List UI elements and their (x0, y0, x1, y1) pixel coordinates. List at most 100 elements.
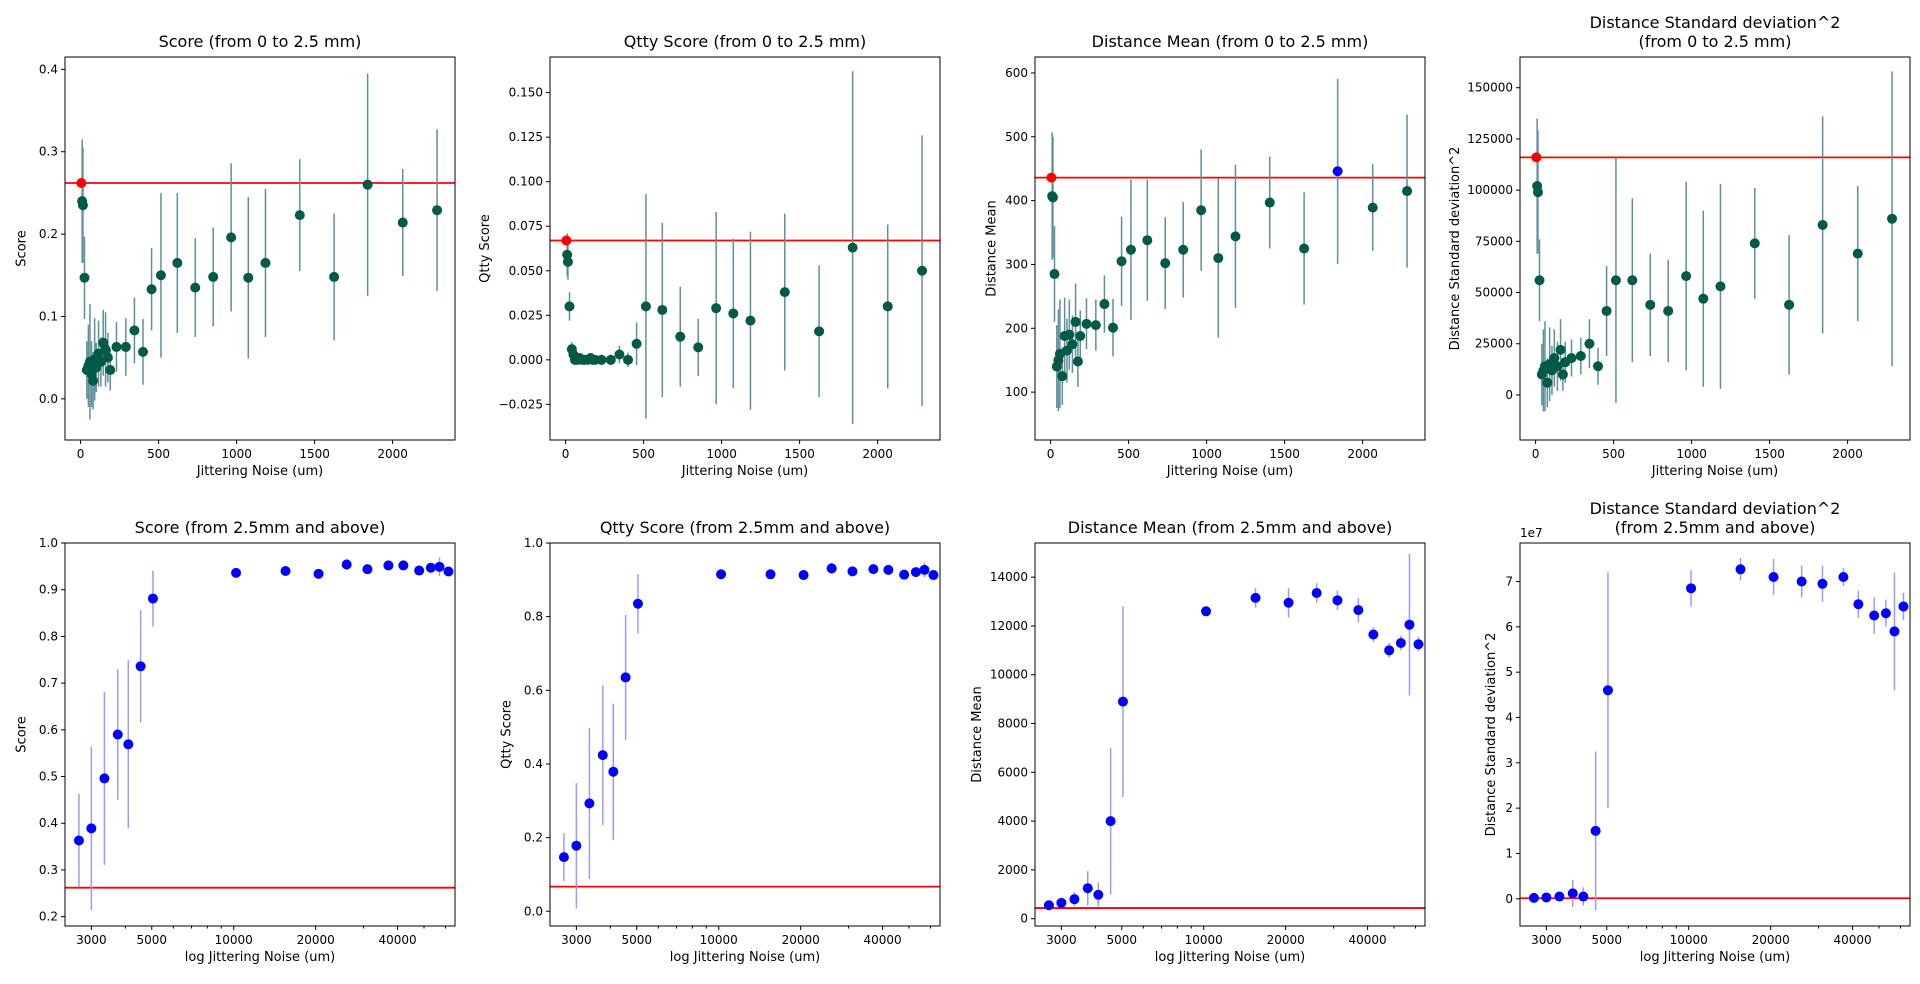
x-tick-label: 40000 (379, 933, 417, 947)
data-point (1332, 595, 1343, 606)
y-tick-label: 75000 (1475, 234, 1513, 248)
data-point (105, 364, 116, 375)
data-point (1070, 316, 1081, 327)
data-point (1043, 900, 1054, 911)
data-point (231, 567, 242, 578)
chart-title: Distance Standard deviation^2 (1590, 13, 1841, 32)
data-point (711, 303, 722, 314)
data-point (1049, 269, 1060, 280)
x-tick-label: 0 (562, 447, 570, 461)
subplot-5: 3000 5000 10000 20000 40000 0.2 0.3 0.4 0.5 0.6 0.… (14, 518, 456, 965)
y-tick-label: 0.150 (509, 86, 543, 100)
data-point (243, 272, 254, 283)
x-axis-label: log Jittering Noise (um) (1155, 950, 1305, 965)
chart-title: Score (from 0 to 2.5 mm) (159, 32, 362, 51)
y-tick-label: 0.2 (524, 831, 543, 845)
y-tick-label: 0 (1020, 912, 1028, 926)
y-tick-label: 1.0 (39, 536, 58, 550)
data-point (1768, 571, 1779, 582)
y-tick-label: 100000 (1467, 183, 1513, 197)
chart-title: Score (from 2.5mm and above) (135, 518, 386, 537)
axes-frame (1034, 56, 1426, 441)
x-tick-label: 2000 (1832, 447, 1863, 461)
y-tick-label: 0 (1505, 388, 1513, 402)
y-tick-label: 0.9 (39, 583, 58, 597)
data-point (1593, 361, 1603, 372)
data-point (129, 325, 140, 336)
x-tick-label: 1500 (784, 447, 815, 461)
x-tick-label: 500 (1117, 447, 1140, 461)
x-axis-label: Jittering Noise (um) (681, 464, 808, 479)
data-point (190, 282, 201, 293)
axes-frame (64, 542, 456, 927)
x-tick-label: 40000 (864, 933, 902, 947)
axes-frame (549, 542, 941, 927)
data-point (1299, 243, 1310, 254)
x-tick-label: 500 (147, 447, 170, 461)
y-axis-label: Qtty Score (499, 700, 514, 769)
data-point (1557, 369, 1568, 380)
x-tick-label: 1500 (299, 447, 330, 461)
data-point (1069, 894, 1080, 905)
data-point (826, 563, 837, 574)
data-point (1075, 330, 1086, 341)
chart-title: Distance Mean (from 0 to 2.5 mm) (1092, 32, 1369, 51)
data-point (1105, 816, 1116, 827)
data-point (1178, 244, 1189, 255)
data-point (1047, 192, 1058, 203)
data-point (1698, 293, 1709, 304)
subplot-7: 3000 5000 10000 20000 40000 0 2000 4000 6000 8000… (970, 518, 1426, 965)
data-point (1046, 172, 1057, 183)
data-point (313, 568, 324, 579)
data-point (155, 270, 166, 281)
y-tick-label: 500 (1005, 130, 1028, 144)
x-tick-label: 1500 (1269, 447, 1300, 461)
data-point (562, 256, 573, 267)
data-point (847, 566, 858, 577)
data-point (1332, 166, 1343, 177)
data-point (745, 315, 756, 326)
data-point (79, 272, 90, 283)
chart-title: Distance Mean (from 2.5mm and above) (1068, 518, 1392, 537)
y-tick-label: 600 (1005, 66, 1028, 80)
data-point (1413, 639, 1424, 650)
y-axis-label: Distance Standard deviation^2 (1484, 633, 1499, 837)
y-tick-label: 125000 (1467, 132, 1513, 146)
y-tick-label: 7 (1505, 575, 1513, 589)
data-point (571, 840, 582, 851)
data-point (1528, 892, 1539, 903)
chart-title: Qtty Score (from 2.5mm and above) (600, 518, 890, 537)
y-tick-label: 1.0 (524, 536, 543, 550)
data-point (919, 564, 930, 575)
y-tick-label: 25000 (1475, 337, 1513, 351)
x-axis-label: Jittering Noise (um) (1166, 464, 1293, 479)
x-tick-label: 2000 (1347, 447, 1378, 461)
x-tick-label: 20000 (1752, 933, 1790, 947)
data-point (1852, 248, 1863, 259)
data-point (728, 308, 739, 319)
data-point (208, 271, 219, 282)
data-point (111, 341, 122, 352)
data-point (868, 564, 879, 575)
y-tick-label: 0.025 (509, 308, 543, 322)
data-point (1213, 253, 1224, 264)
data-point (1125, 244, 1136, 255)
data-point (138, 346, 148, 357)
data-point (1566, 353, 1577, 364)
data-point (1532, 187, 1543, 198)
data-point (1534, 275, 1545, 286)
data-point (73, 835, 84, 846)
x-tick-label: 20000 (782, 933, 820, 947)
data-point (631, 338, 642, 349)
data-point (1531, 152, 1542, 163)
data-point (362, 564, 373, 575)
y-tick-label: 4000 (997, 814, 1028, 828)
x-tick-label: 1000 (706, 447, 737, 461)
x-tick-label: 40000 (1349, 933, 1387, 947)
y-tick-label: 10000 (990, 668, 1028, 682)
data-point (294, 210, 305, 221)
x-tick-label: 5000 (1106, 933, 1137, 947)
data-point (1627, 275, 1638, 286)
x-tick-label: 3000 (1531, 933, 1562, 947)
y-tick-label: 2000 (997, 863, 1028, 877)
